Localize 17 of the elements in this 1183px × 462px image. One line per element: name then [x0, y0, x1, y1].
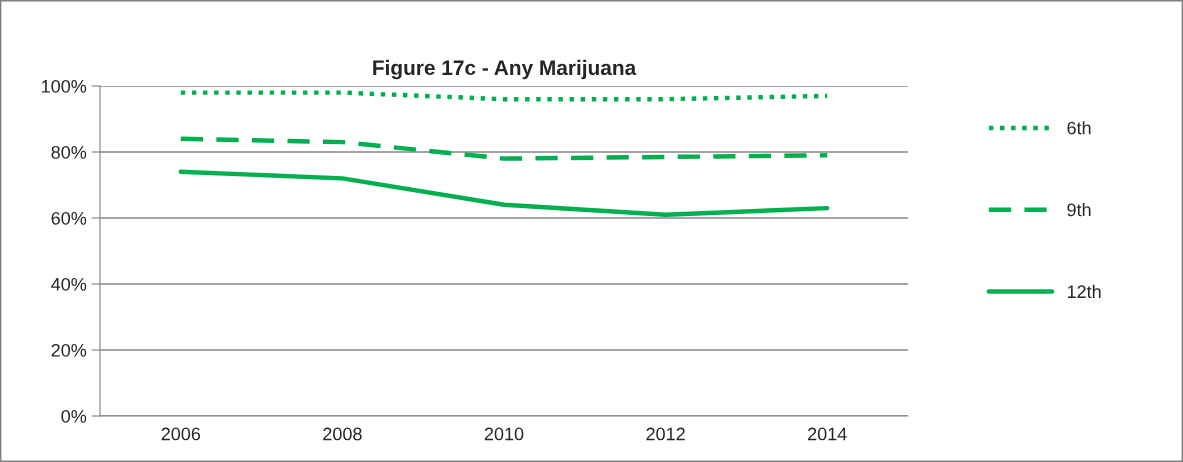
y-tick-label: 80%	[51, 145, 87, 159]
x-tick-label: 2010	[484, 427, 524, 441]
legend-label: 12th	[1067, 284, 1101, 299]
legend-label: 6th	[1067, 121, 1091, 135]
y-tick-label: 40%	[51, 277, 87, 291]
legend-label: 9th	[1067, 202, 1091, 217]
y-tick-label: 100%	[42, 79, 87, 93]
x-tick-label: 2008	[323, 427, 362, 441]
chart-title: Figure 17c - Any Marijuana	[373, 59, 637, 80]
x-tick-label: 2006	[161, 427, 201, 441]
x-tick-label: 2014	[808, 427, 847, 441]
line-series	[178, 136, 830, 161]
y-tick-label: 20%	[51, 343, 87, 357]
y-tick-label: 0%	[61, 409, 87, 423]
line-series	[178, 169, 830, 217]
x-tick-label: 2012	[646, 427, 685, 441]
y-tick-label: 60%	[51, 211, 87, 225]
